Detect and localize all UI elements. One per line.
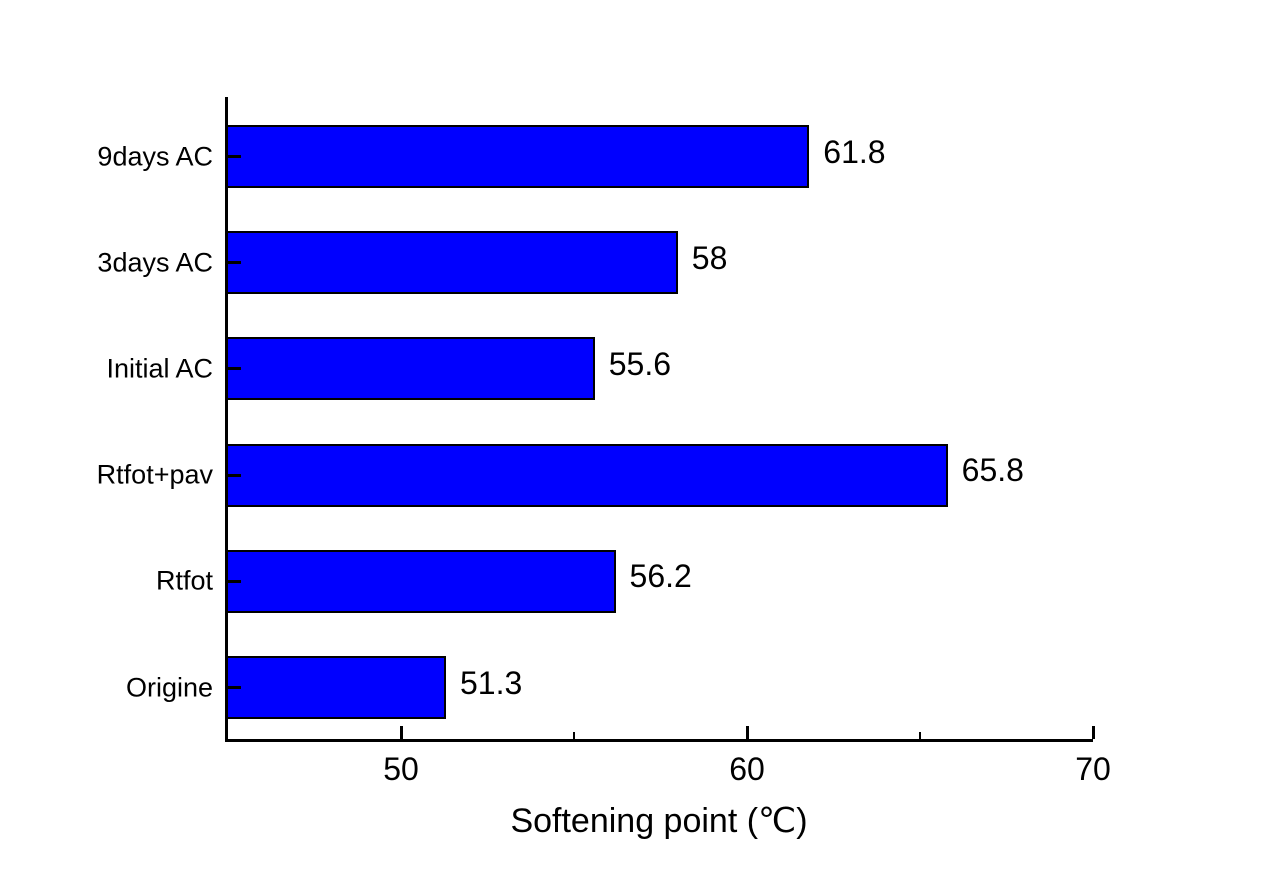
x-axis-title: Softening point (℃) <box>510 802 808 840</box>
bar <box>228 337 595 401</box>
bar-value-label: 58 <box>691 239 728 276</box>
x-axis-tick-label: 60 <box>729 751 765 787</box>
category-label: 3days AC <box>97 247 213 278</box>
category-label: Origine <box>125 672 213 702</box>
bar <box>228 125 810 188</box>
y-axis-tick <box>228 473 241 477</box>
x-axis-tick-label: 50 <box>383 751 419 787</box>
x-axis-major-tick <box>1091 726 1095 739</box>
bar-value-label: 55.6 <box>608 345 672 382</box>
plot-area <box>225 97 1095 742</box>
bar-value-label: 65.8 <box>961 452 1024 489</box>
category-label: 9days AC <box>97 141 213 171</box>
x-axis-tick-label: 70 <box>1075 751 1111 787</box>
y-axis-tick <box>228 686 241 689</box>
bar-value-label: 51.3 <box>459 664 523 701</box>
bar <box>228 549 616 613</box>
bar-value-label: 56.2 <box>629 558 692 595</box>
bar <box>228 656 446 719</box>
x-axis-major-tick <box>399 726 403 739</box>
x-axis-major-tick <box>745 726 749 739</box>
y-axis-tick <box>228 261 241 265</box>
x-axis-minor-tick <box>573 732 575 739</box>
y-axis-tick <box>228 367 241 371</box>
y-axis-tick <box>228 579 241 583</box>
category-label: Rtfot+pav <box>96 459 213 490</box>
bar <box>228 443 948 507</box>
category-label: Initial AC <box>106 353 213 384</box>
category-label: Rtfot <box>155 565 213 596</box>
y-axis-tick <box>228 155 241 158</box>
x-axis-minor-tick <box>919 732 921 739</box>
bar-value-label: 61.8 <box>823 133 886 170</box>
bar <box>228 231 678 295</box>
